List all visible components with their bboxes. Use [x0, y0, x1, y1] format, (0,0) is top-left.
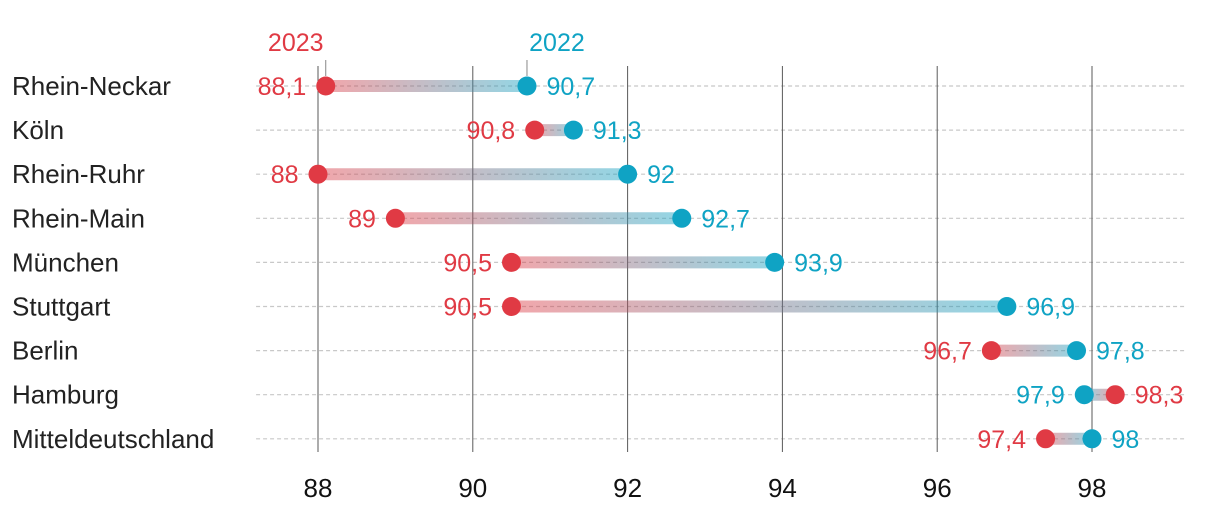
category-label: Köln — [12, 115, 64, 145]
point-2022 — [1074, 385, 1094, 405]
value-label-2023: 97,4 — [977, 426, 1026, 454]
value-label-2023: 90,5 — [443, 294, 492, 322]
point-2023 — [525, 120, 545, 140]
point-2022 — [1067, 341, 1087, 361]
legend-2023: 2023 — [268, 29, 324, 57]
x-tick-label: 92 — [613, 473, 642, 503]
legend-2022: 2022 — [529, 29, 585, 57]
value-label-2022: 98 — [1112, 426, 1140, 454]
x-tick-label: 98 — [1078, 473, 1107, 503]
value-label-2022: 97,8 — [1096, 338, 1145, 366]
value-label-2022: 97,9 — [1016, 382, 1065, 410]
category-label: Rhein-Ruhr — [12, 159, 145, 189]
point-2022 — [765, 252, 785, 272]
value-label-2022: 90,7 — [546, 73, 595, 101]
value-label-2023: 90,8 — [467, 117, 516, 145]
point-2022 — [517, 76, 537, 96]
value-label-2023: 90,5 — [443, 249, 492, 277]
point-2023 — [308, 164, 328, 184]
category-label: München — [12, 247, 119, 277]
x-tick-label: 88 — [304, 473, 333, 503]
value-label-2022: 92,7 — [701, 205, 750, 233]
point-2023 — [1036, 429, 1056, 449]
point-2022 — [618, 164, 638, 184]
category-label: Rhein-Main — [12, 203, 145, 233]
point-2022 — [997, 297, 1017, 316]
value-label-2023: 89 — [348, 205, 376, 233]
value-label-2022: 96,9 — [1026, 294, 1075, 322]
point-2022 — [1082, 429, 1102, 449]
category-label: Rhein-Neckar — [12, 71, 171, 101]
category-label: Mitteldeutschland — [12, 424, 214, 454]
x-tick-label: 90 — [458, 473, 487, 503]
point-2023 — [502, 252, 521, 272]
value-label-2023: 98,3 — [1135, 382, 1184, 410]
value-label-2023: 88,1 — [258, 73, 307, 101]
x-tick-label: 94 — [768, 473, 797, 503]
point-2023 — [316, 76, 336, 96]
value-label-2023: 88 — [271, 161, 299, 189]
category-label: Stuttgart — [12, 292, 111, 322]
value-label-2023: 96,7 — [923, 338, 972, 366]
value-label-2022: 92 — [647, 161, 675, 189]
value-label-2022: 93,9 — [794, 249, 843, 277]
point-2022 — [563, 120, 583, 140]
point-2022 — [672, 208, 692, 228]
category-label: Hamburg — [12, 380, 119, 410]
x-tick-label: 96 — [923, 473, 952, 503]
point-2023 — [1105, 385, 1125, 405]
value-label-2022: 91,3 — [593, 117, 642, 145]
point-2023 — [502, 297, 521, 316]
point-2023 — [981, 341, 1001, 361]
category-label: Berlin — [12, 336, 78, 366]
point-2023 — [385, 208, 405, 228]
